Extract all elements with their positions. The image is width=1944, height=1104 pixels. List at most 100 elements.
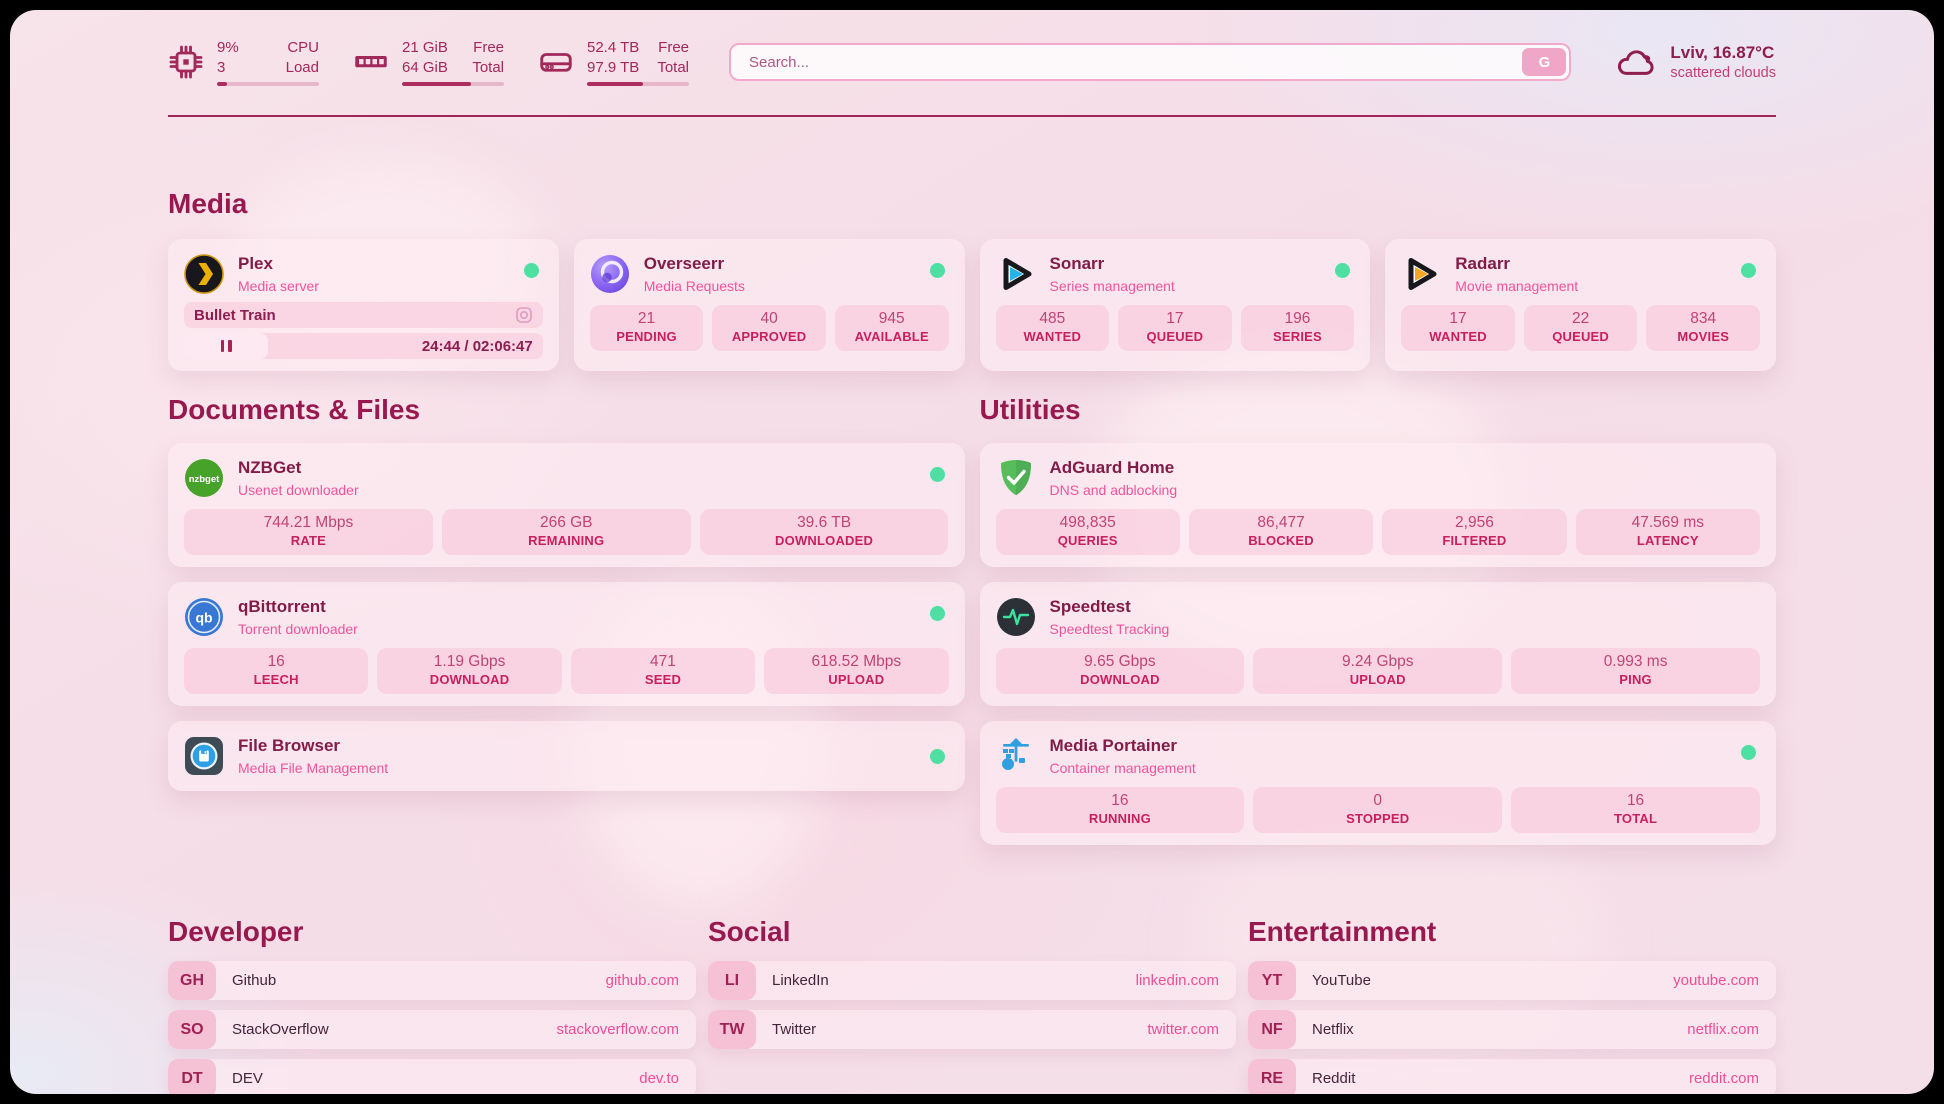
link-twitter[interactable]: TW Twitter twitter.com xyxy=(708,1010,1236,1049)
app-desc: Usenet downloader xyxy=(238,481,359,498)
playback-time: 24:44 / 02:06:47 xyxy=(421,337,533,355)
search-engine-button[interactable]: G xyxy=(1522,48,1567,76)
stat-value: 266 GB xyxy=(539,514,593,531)
app-tile-filebrowser[interactable]: File Browser Media File Management xyxy=(184,733,949,779)
pause-button[interactable] xyxy=(184,333,268,359)
link-name: YouTube xyxy=(1312,972,1371,989)
stat-value: 196 xyxy=(1284,310,1311,327)
section-title-media: Media xyxy=(168,188,248,219)
app-tile-nzbget[interactable]: nzbget NZBGet Usenet downloader xyxy=(184,455,949,501)
app-desc: Torrent downloader xyxy=(238,620,358,637)
app-name: Radarr xyxy=(1455,254,1511,274)
stat-value: 16 xyxy=(1626,792,1645,809)
svg-text:nzbget: nzbget xyxy=(189,474,220,485)
stat-box: 16 LEECH xyxy=(184,648,369,694)
stat-value: 17 xyxy=(1166,310,1184,327)
speedtest-icon xyxy=(996,598,1035,636)
link-name: StackOverflow xyxy=(232,1021,329,1038)
app-desc: Container management xyxy=(1049,759,1196,776)
section-title-entertainment: Entertainment xyxy=(1248,916,1437,947)
app-tile-radarr[interactable]: Radarr Movie management xyxy=(1401,251,1760,297)
stat-label: APPROVED xyxy=(731,329,807,344)
app-desc: Movie management xyxy=(1455,277,1579,294)
app-desc: Speedtest Tracking xyxy=(1049,620,1170,637)
link-name: LinkedIn xyxy=(772,972,829,989)
link-stackoverflow[interactable]: SO StackOverflow stackoverflow.com xyxy=(168,1010,696,1049)
section-title-social: Social xyxy=(708,916,791,947)
stat-label: MOVIES xyxy=(1677,329,1730,344)
link-dev[interactable]: DT DEV dev.to xyxy=(168,1059,696,1094)
online-status-dot xyxy=(929,263,945,278)
link-abbr-badge: SO xyxy=(168,1010,216,1049)
link-netflix[interactable]: NF Netflix netflix.com xyxy=(1248,1010,1776,1049)
stat-label: UPLOAD xyxy=(828,672,885,687)
app-tile-portainer[interactable]: Media Portainer Container management xyxy=(996,733,1761,779)
ram-free: 21 GiB xyxy=(402,39,448,56)
stat-value: 618.52 Mbps xyxy=(811,653,902,670)
cpu-chip-icon xyxy=(169,45,203,79)
link-linkedin[interactable]: LI LinkedIn linkedin.com xyxy=(708,961,1236,1000)
app-tile-speedtest[interactable]: Speedtest Speedtest Tracking xyxy=(996,594,1761,640)
cpu-load: 3 xyxy=(217,58,226,76)
stat-box: 1.19 Gbps DOWNLOAD xyxy=(377,648,562,694)
stat-label: SERIES xyxy=(1273,329,1322,344)
stat-value: 498,835 xyxy=(1059,514,1116,531)
link-name: Reddit xyxy=(1312,1070,1356,1087)
app-tile-adguard[interactable]: AdGuard Home DNS and adblocking xyxy=(996,455,1761,501)
stat-box: 47.569 ms LATENCY xyxy=(1575,509,1760,555)
search-input[interactable] xyxy=(729,43,1572,81)
stat-label: UPLOAD xyxy=(1349,672,1406,687)
svg-text:qb: qb xyxy=(195,610,212,626)
now-playing-title: Bullet Train xyxy=(194,306,276,324)
link-url: github.com xyxy=(605,972,679,989)
now-playing-row: Bullet Train xyxy=(184,302,543,328)
pause-icon xyxy=(220,340,224,352)
disk-progress-bar xyxy=(587,82,689,86)
stat-value: 471 xyxy=(650,653,676,670)
link-url: youtube.com xyxy=(1673,972,1759,989)
link-name: Netflix xyxy=(1312,1021,1354,1038)
card-radarr: Radarr Movie management 17 WANTED 22 QUEUE… xyxy=(1385,239,1776,371)
ram-label: Free xyxy=(473,39,504,56)
online-status-dot xyxy=(523,263,539,278)
stat-box: 86,477 BLOCKED xyxy=(1188,509,1374,555)
stat-box: 196 SERIES xyxy=(1240,305,1355,351)
stat-value: 9.65 Gbps xyxy=(1084,653,1156,670)
ram-total: 64 GiB xyxy=(402,58,448,76)
stat-value: 0 xyxy=(1373,792,1383,809)
link-abbr-badge: DT xyxy=(168,1059,216,1094)
stat-value: 1.19 Gbps xyxy=(433,653,506,670)
link-youtube[interactable]: YT YouTube youtube.com xyxy=(1248,961,1776,1000)
stat-box: 744.21 Mbps RATE xyxy=(184,509,433,555)
stat-label: BLOCKED xyxy=(1248,533,1314,548)
link-url: linkedin.com xyxy=(1135,972,1219,989)
stat-box: 17 QUEUED xyxy=(1118,305,1232,351)
stat-label: STOPPED xyxy=(1346,811,1410,826)
top-bar: 9% CPU 3 Load 21 GiB Free 64 GiB Total xyxy=(168,35,1776,89)
app-tile-qbittorrent[interactable]: qb qBittorrent Torrent downloader xyxy=(184,594,949,640)
link-github[interactable]: GH Github github.com xyxy=(168,961,696,1000)
link-reddit[interactable]: RE Reddit reddit.com xyxy=(1248,1059,1776,1094)
app-name: NZBGet xyxy=(238,458,302,478)
section-title-documents: Documents & Files xyxy=(168,394,421,425)
stat-value: 39.6 TB xyxy=(797,514,852,531)
weather-condition: scattered clouds xyxy=(1670,65,1776,81)
app-tile-overseerr[interactable]: Overseerr Media Requests xyxy=(590,251,949,297)
app-tile-plex[interactable]: Plex Media server xyxy=(184,251,543,297)
stat-value: 17 xyxy=(1449,310,1467,327)
stat-box: 498,835 QUERIES xyxy=(995,509,1180,555)
online-status-dot xyxy=(929,606,945,621)
stat-box: 39.6 TB DOWNLOADED xyxy=(699,509,949,555)
stat-box: 485 WANTED xyxy=(995,305,1110,351)
app-tile-sonarr[interactable]: Sonarr Series management xyxy=(996,251,1355,297)
stat-box: 618.52 Mbps UPLOAD xyxy=(764,648,949,694)
cloud-icon xyxy=(1618,50,1654,75)
stat-value: 2,956 xyxy=(1455,514,1494,531)
portainer-icon xyxy=(1001,738,1029,770)
stat-label: DOWNLOADED xyxy=(775,533,874,548)
stat-label: RUNNING xyxy=(1088,811,1151,826)
card-qbittorrent: qb qBittorrent Torrent downloader 16 LEEC… xyxy=(168,582,965,706)
stat-label: DOWNLOAD xyxy=(429,672,510,687)
filebrowser-icon xyxy=(185,737,223,775)
stat-label: QUEUED xyxy=(1146,329,1204,344)
